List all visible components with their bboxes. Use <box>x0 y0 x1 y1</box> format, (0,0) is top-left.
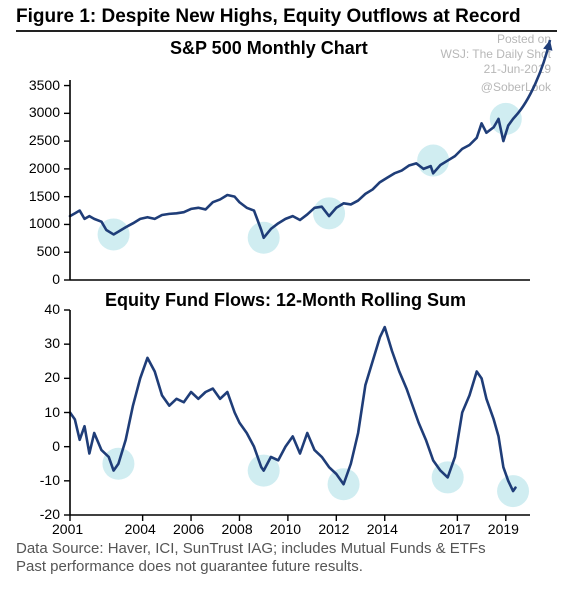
flows-chart <box>0 0 569 589</box>
y-tick-label: 2000 <box>29 160 60 176</box>
y-tick-label: 0 <box>52 271 60 287</box>
y-tick-label: 3000 <box>29 104 60 120</box>
y-tick-label: 1000 <box>29 215 60 231</box>
figure-container: { "figure_title": "Figure 1: Despite New… <box>0 0 569 589</box>
x-tick-label: 2017 <box>439 521 470 537</box>
source-line-2: Past performance does not guarantee futu… <box>16 558 363 575</box>
x-tick-label: 2004 <box>125 521 156 537</box>
y-tick-label: 10 <box>44 404 60 420</box>
y-tick-label: -10 <box>40 472 60 488</box>
y-tick-label: 2500 <box>29 132 60 148</box>
x-tick-label: 2010 <box>270 521 301 537</box>
y-tick-label: -20 <box>40 506 60 522</box>
y-tick-label: 1500 <box>29 188 60 204</box>
y-tick-label: 20 <box>44 369 60 385</box>
x-tick-label: 2008 <box>221 521 252 537</box>
y-tick-label: 500 <box>37 243 60 259</box>
y-tick-label: 0 <box>52 438 60 454</box>
y-tick-label: 3500 <box>29 77 60 93</box>
source-line-1: Data Source: Haver, ICI, SunTrust IAG; i… <box>16 540 486 557</box>
x-tick-label: 2001 <box>52 521 83 537</box>
x-tick-label: 2014 <box>367 521 398 537</box>
y-tick-label: 40 <box>44 301 60 317</box>
x-tick-label: 2006 <box>173 521 204 537</box>
y-tick-label: 30 <box>44 335 60 351</box>
x-tick-label: 2012 <box>318 521 349 537</box>
x-tick-label: 2019 <box>488 521 519 537</box>
